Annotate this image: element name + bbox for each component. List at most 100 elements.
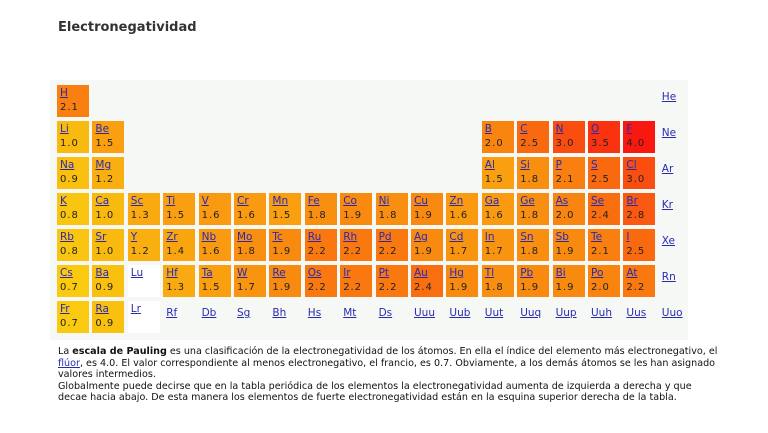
element-symbol[interactable]: P xyxy=(555,159,562,171)
element-symbol[interactable]: Sn xyxy=(520,231,534,243)
element-symbol[interactable]: Bi xyxy=(555,267,566,279)
element-symbol[interactable]: C xyxy=(520,123,528,135)
element-symbol[interactable]: Rh xyxy=(343,231,358,243)
element-symbol[interactable]: Sg xyxy=(237,307,251,319)
element-symbol[interactable]: Db xyxy=(201,307,217,319)
link[interactable]: flúor xyxy=(58,357,80,369)
element-symbol[interactable]: Sr xyxy=(95,231,107,243)
element-symbol[interactable]: Mg xyxy=(95,159,112,171)
element-symbol[interactable]: Ta xyxy=(201,267,213,279)
element-symbol[interactable]: Mo xyxy=(237,231,253,243)
element-symbol[interactable]: Cs xyxy=(60,267,73,279)
element-symbol[interactable]: Bh xyxy=(272,307,287,319)
element-symbol[interactable]: Li xyxy=(60,123,69,135)
element-symbol[interactable]: Tc xyxy=(272,231,283,243)
element-symbol[interactable]: Uus xyxy=(626,307,647,319)
element-symbol[interactable]: Kr xyxy=(661,199,673,211)
element-symbol[interactable]: Pt xyxy=(378,267,390,279)
element-symbol[interactable]: Ru xyxy=(307,231,322,243)
element-symbol[interactable]: Ag xyxy=(414,231,428,243)
element-symbol[interactable]: Pb xyxy=(520,267,534,279)
electronegativity-value: 1.2 xyxy=(95,174,115,185)
element-symbol[interactable]: Lr xyxy=(130,303,141,315)
element-symbol[interactable]: Mn xyxy=(272,195,289,207)
element-symbol[interactable]: Mt xyxy=(343,307,357,319)
element-symbol[interactable]: Rf xyxy=(166,307,178,319)
element-symbol[interactable]: Uuh xyxy=(591,307,612,319)
element-symbol[interactable]: Ne xyxy=(661,127,677,139)
element-symbol[interactable]: B xyxy=(484,123,493,135)
element-symbol[interactable]: Po xyxy=(591,267,604,279)
element-symbol[interactable]: As xyxy=(555,195,569,207)
element-symbol[interactable]: H xyxy=(60,87,68,99)
element-symbol[interactable]: Si xyxy=(520,159,530,171)
element-symbol[interactable]: Ti xyxy=(166,195,176,207)
element-symbol[interactable]: Uuu xyxy=(414,307,435,319)
element-symbol[interactable]: Co xyxy=(343,195,357,207)
element-symbol[interactable]: Zr xyxy=(166,231,178,243)
electronegativity-value: 1.9 xyxy=(272,282,292,293)
element-symbol[interactable]: Fe xyxy=(307,195,320,207)
element-symbol[interactable]: Fr xyxy=(60,303,70,315)
element-symbol[interactable]: Rb xyxy=(60,231,74,243)
element-symbol[interactable]: Lu xyxy=(130,267,144,279)
element-symbol[interactable]: Ga xyxy=(484,195,500,207)
element-symbol[interactable]: Hf xyxy=(166,267,178,279)
element-cell: Cu 1.9 xyxy=(411,193,443,225)
element-symbol[interactable]: Ni xyxy=(378,195,390,207)
element-symbol[interactable]: Uup xyxy=(555,307,577,319)
element-symbol[interactable]: Uuo xyxy=(661,307,683,319)
element-symbol[interactable]: Uub xyxy=(449,307,471,319)
element-symbol[interactable]: Tl xyxy=(484,267,495,279)
element-symbol[interactable]: Y xyxy=(130,231,138,243)
electronegativity-value: 1.6 xyxy=(237,210,256,221)
element-symbol[interactable]: Cd xyxy=(449,231,464,243)
electronegativity-value: 2.5 xyxy=(591,174,610,185)
electronegativity-value: 1.8 xyxy=(520,210,540,221)
element-symbol[interactable]: Cr xyxy=(237,195,249,207)
element-symbol[interactable]: O xyxy=(591,123,600,135)
element-symbol[interactable]: Sb xyxy=(555,231,569,243)
element-symbol[interactable]: K xyxy=(60,195,67,207)
electronegativity-value: 1.9 xyxy=(555,246,575,257)
element-symbol[interactable]: Ir xyxy=(343,267,351,279)
element-symbol[interactable]: Ar xyxy=(661,163,674,175)
element-symbol[interactable]: Te xyxy=(591,231,603,243)
element-symbol[interactable]: At xyxy=(626,267,638,279)
element-symbol[interactable]: V xyxy=(201,195,209,207)
element-symbol[interactable]: Xe xyxy=(661,235,675,247)
element-symbol[interactable]: I xyxy=(626,231,630,243)
element-symbol[interactable]: Re xyxy=(272,267,286,279)
element-symbol[interactable]: Na xyxy=(60,159,75,171)
element-symbol[interactable]: N xyxy=(555,123,564,135)
element-symbol[interactable]: Nb xyxy=(201,231,217,243)
element-symbol[interactable]: Br xyxy=(626,195,638,207)
element-symbol[interactable]: Hs xyxy=(307,307,322,319)
electronegativity-value: 2.8 xyxy=(626,210,646,221)
element-symbol[interactable]: S xyxy=(591,159,598,171)
element-symbol[interactable]: Sc xyxy=(130,195,144,207)
element-symbol[interactable]: Be xyxy=(95,123,110,135)
element-symbol[interactable]: Pd xyxy=(378,231,392,243)
element-symbol[interactable]: Uuq xyxy=(520,307,542,319)
element-symbol[interactable]: Cu xyxy=(414,195,428,207)
element-symbol[interactable]: Rn xyxy=(661,271,676,283)
element-symbol[interactable]: Ra xyxy=(95,303,109,315)
electronegativity-value: 0.7 xyxy=(60,318,79,329)
element-symbol[interactable]: Ge xyxy=(520,195,535,207)
element-symbol[interactable]: Se xyxy=(591,195,605,207)
element-symbol[interactable]: Uut xyxy=(484,307,504,319)
element-symbol[interactable]: Os xyxy=(307,267,322,279)
element-symbol[interactable]: Ba xyxy=(95,267,110,279)
element-symbol[interactable]: Au xyxy=(414,267,428,279)
element-symbol[interactable]: Al xyxy=(484,159,495,171)
element-symbol[interactable]: Ca xyxy=(95,195,110,207)
element-symbol[interactable]: He xyxy=(661,91,677,103)
element-symbol[interactable]: Cl xyxy=(626,159,637,171)
element-symbol[interactable]: In xyxy=(484,231,495,243)
element-symbol[interactable]: Ds xyxy=(378,307,393,319)
element-symbol[interactable]: Hg xyxy=(449,267,464,279)
element-symbol[interactable]: Zn xyxy=(449,195,464,207)
element-symbol[interactable]: F xyxy=(626,123,633,135)
element-symbol[interactable]: W xyxy=(237,267,248,279)
